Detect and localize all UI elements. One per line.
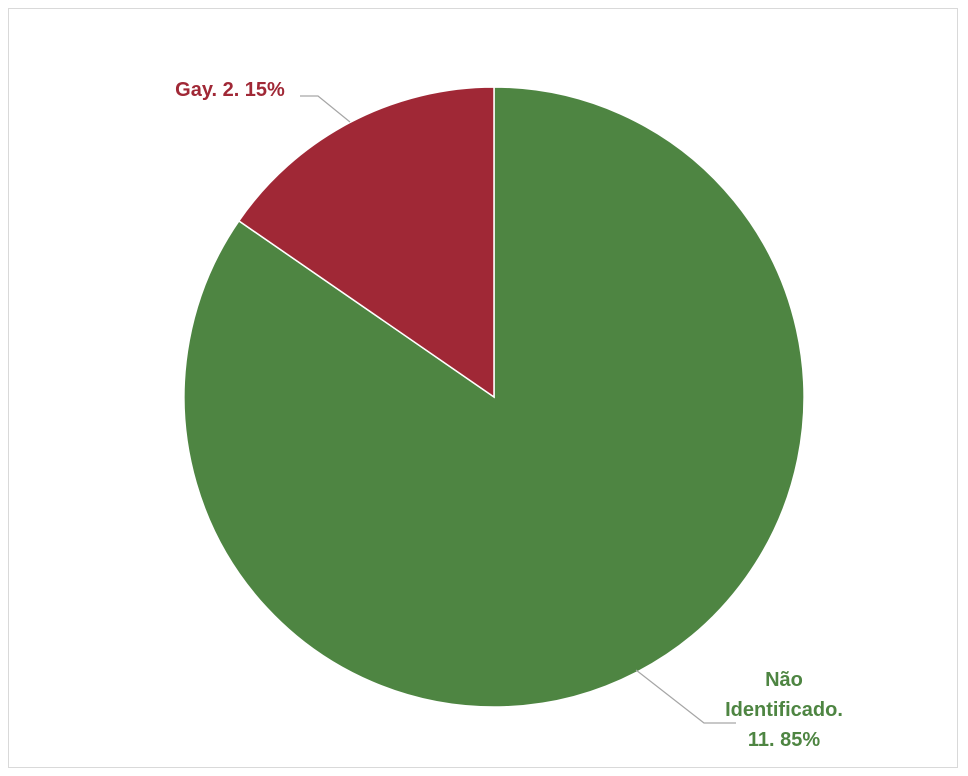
pie-slice-gay [237, 86, 495, 399]
leader-line [300, 95, 351, 123]
slice-label-nao-identificado: Não Identificado. 11. 85% [725, 669, 843, 751]
leader-line [635, 669, 736, 724]
slice-label-gay: Gay. 2. 15% [175, 79, 285, 101]
